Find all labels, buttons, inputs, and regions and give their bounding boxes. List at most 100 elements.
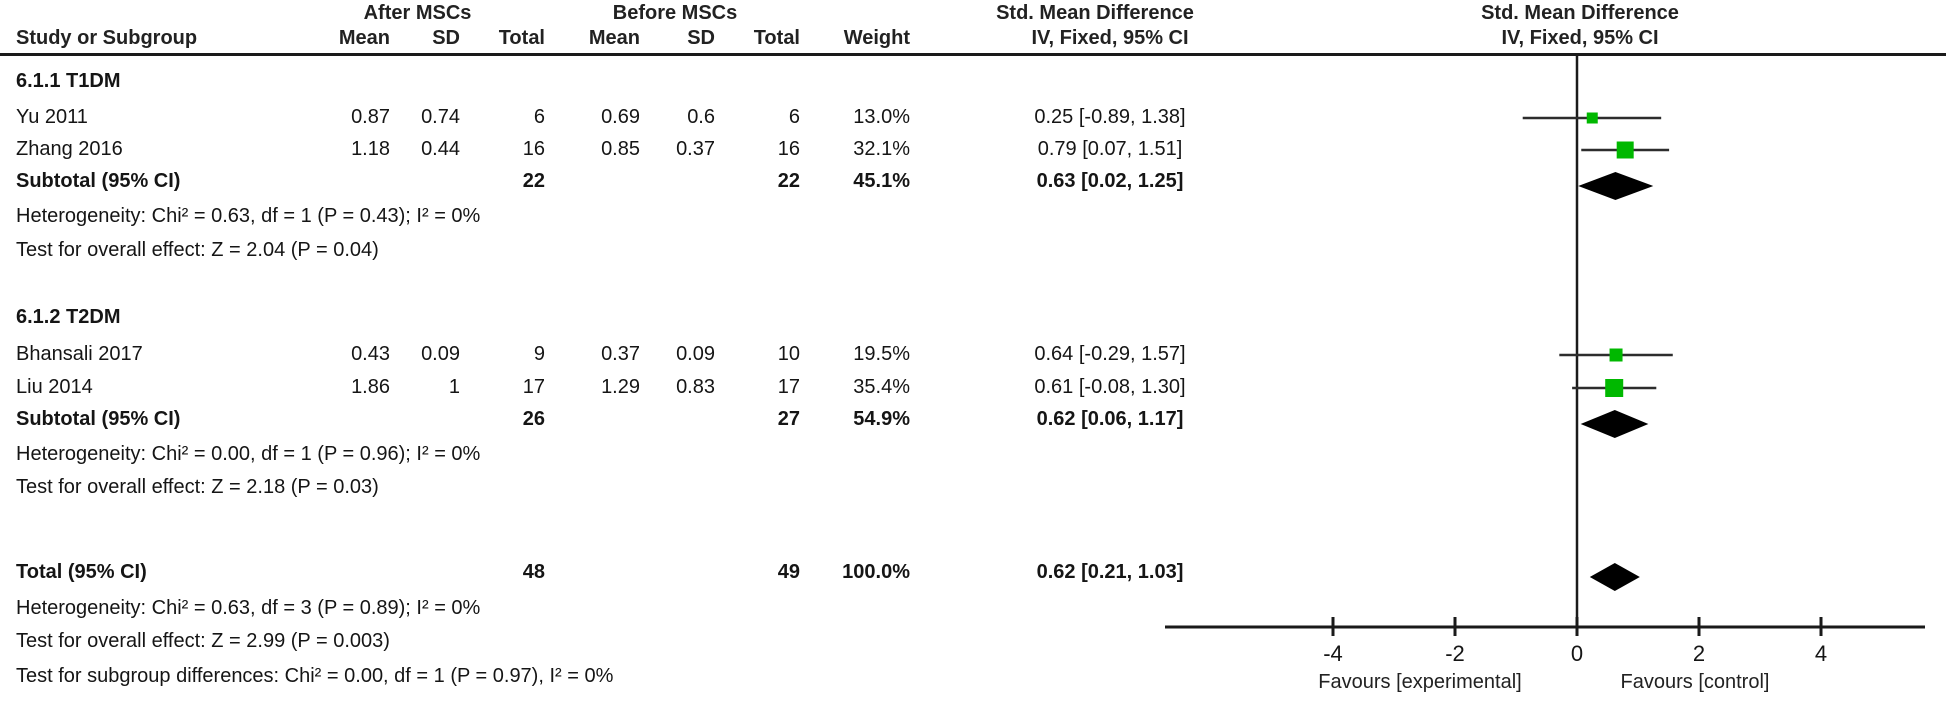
before-total-sum: 49 xyxy=(777,561,800,583)
subgroup-header-t1dm: 6.1.1 T1DM xyxy=(0,68,1946,94)
total-heterogeneity-note: Heterogeneity: Chi² = 0.63, df = 3 (P = … xyxy=(0,595,1946,621)
column-header-total2: Total xyxy=(753,27,800,49)
column-header-sd2: SD xyxy=(687,27,715,49)
study-row: Zhang 2016 1.18 0.44 16 0.85 0.37 16 32.1% 0.79 … xyxy=(0,136,1946,162)
subtotal-diamond xyxy=(1580,410,1649,438)
study-name: Zhang 2016 xyxy=(16,138,123,160)
after-total: 9 xyxy=(533,343,545,365)
before-mean: 0.69 xyxy=(601,106,640,128)
ci-value: 0.79 [0.07, 1.51] xyxy=(1037,138,1183,160)
column-header-ci-text: IV, Fixed, 95% CI xyxy=(1031,27,1189,49)
weight-value: 32.1% xyxy=(853,138,910,160)
column-group-after-mscs: After MSCs xyxy=(363,2,472,24)
before-sd: 0.6 xyxy=(687,106,715,128)
study-row: Bhansali 2017 0.43 0.09 9 0.37 0.09 10 19.5% 0.6… xyxy=(0,341,1946,367)
subgroup-differences-note: Test for subgroup differences: Chi² = 0.… xyxy=(0,663,1946,689)
header-rule xyxy=(0,53,1946,56)
total-row: Total (95% CI) 48 49 100.0% 0.62 [0.21, 1.03… xyxy=(0,559,1946,585)
weight-value: 35.4% xyxy=(853,376,910,398)
after-total: 16 xyxy=(522,138,545,160)
subtotal-diamond xyxy=(1578,172,1654,200)
column-group-smd-text: Std. Mean Difference xyxy=(996,2,1194,24)
effect-square xyxy=(1609,348,1623,362)
before-total: 17 xyxy=(777,376,800,398)
after-total-sum: 48 xyxy=(522,561,545,583)
heterogeneity-note: Heterogeneity: Chi² = 0.63, df = 1 (P = … xyxy=(0,203,1946,229)
axis-tick-label: 0 xyxy=(1570,641,1584,666)
column-header-mean2: Mean xyxy=(588,27,640,49)
weight-value: 19.5% xyxy=(853,343,910,365)
subgroup-header-t2dm-label: 6.1.2 T2DM xyxy=(16,306,121,328)
study-name: Yu 2011 xyxy=(16,106,88,128)
pooled-ci-value: 0.62 [0.21, 1.03] xyxy=(1036,561,1184,583)
subtotal-row: Subtotal (95% CI) 26 27 54.9% 0.62 [0.06, 1.… xyxy=(0,406,1946,432)
subtotal-row: Subtotal (95% CI) 22 22 45.1% 0.63 [0.02, 1.… xyxy=(0,168,1946,194)
overall-effect-note-text: Test for overall effect: Z = 2.04 (P = 0… xyxy=(16,239,379,261)
study-row: Yu 2011 0.87 0.74 6 0.69 0.6 6 13.0% 0.25 [-0.89… xyxy=(0,104,1946,130)
overall-effect-note: Test for overall effect: Z = 2.04 (P = 0… xyxy=(0,237,1946,263)
before-sd: 0.83 xyxy=(676,376,715,398)
before-mean: 0.85 xyxy=(601,138,640,160)
after-mean: 0.87 xyxy=(351,106,390,128)
after-total-sum: 26 xyxy=(522,408,545,430)
total-row-label: Total (95% CI) xyxy=(16,561,147,583)
column-header-mean1: Mean xyxy=(338,27,390,49)
total-overall-effect-note-text: Test for overall effect: Z = 2.99 (P = 0… xyxy=(16,630,390,652)
study-name: Bhansali 2017 xyxy=(16,343,143,365)
before-sd: 0.37 xyxy=(676,138,715,160)
favours-control-label: Favours [control] xyxy=(1620,671,1770,693)
weight-sum: 100.0% xyxy=(842,561,910,583)
column-header-weight: Weight xyxy=(843,27,910,49)
before-mean: 0.37 xyxy=(601,343,640,365)
column-header-sd1: SD xyxy=(432,27,460,49)
before-mean: 1.29 xyxy=(601,376,640,398)
heterogeneity-note-text: Heterogeneity: Chi² = 0.00, df = 1 (P = … xyxy=(16,443,481,465)
after-sd: 0.44 xyxy=(421,138,460,160)
subtotal-row-label: Subtotal (95% CI) xyxy=(16,408,181,430)
pooled-ci-value: 0.62 [0.06, 1.17] xyxy=(1036,408,1184,430)
after-total-sum: 22 xyxy=(522,170,545,192)
after-mean: 1.86 xyxy=(351,376,390,398)
after-mean: 1.18 xyxy=(351,138,390,160)
total-heterogeneity-note-text: Heterogeneity: Chi² = 0.63, df = 3 (P = … xyxy=(16,597,481,619)
after-total: 6 xyxy=(533,106,545,128)
before-total-sum: 22 xyxy=(777,170,800,192)
ci-value: 0.25 [-0.89, 1.38] xyxy=(1034,106,1186,128)
heterogeneity-note: Heterogeneity: Chi² = 0.00, df = 1 (P = … xyxy=(0,441,1946,467)
column-header-ci-plot: IV, Fixed, 95% CI xyxy=(1501,27,1659,49)
column-header-total1: Total xyxy=(498,27,545,49)
after-total: 17 xyxy=(522,376,545,398)
before-sd: 0.09 xyxy=(676,343,715,365)
favours-experimental-label: Favours [experimental] xyxy=(1318,671,1522,693)
subgroup-differences-note-text: Test for subgroup differences: Chi² = 0.… xyxy=(16,665,614,687)
study-row: Liu 2014 1.86 1 17 1.29 0.83 17 35.4% 0.61 [-0.0… xyxy=(0,374,1946,400)
before-total-sum: 27 xyxy=(777,408,800,430)
column-group-smd-plot: Std. Mean Difference xyxy=(1481,2,1679,24)
after-mean: 0.43 xyxy=(351,343,390,365)
effect-square xyxy=(1605,379,1624,397)
weight-sum: 45.1% xyxy=(853,170,910,192)
axis-tick-label: -4 xyxy=(1323,641,1343,666)
column-group-before-mscs: Before MSCs xyxy=(612,2,738,24)
subgroup-header-t1dm-label: 6.1.1 T1DM xyxy=(16,70,121,92)
before-total: 6 xyxy=(788,106,800,128)
ci-value: 0.61 [-0.08, 1.30] xyxy=(1034,376,1186,398)
subtotal-row-label: Subtotal (95% CI) xyxy=(16,170,181,192)
overall-effect-note-text: Test for overall effect: Z = 2.18 (P = 0… xyxy=(16,476,379,498)
axis-tick-label: 2 xyxy=(1692,641,1706,666)
subgroup-header-t2dm: 6.1.2 T2DM xyxy=(0,304,1946,330)
after-sd: 1 xyxy=(448,376,460,398)
effect-square xyxy=(1586,112,1598,124)
after-sd: 0.09 xyxy=(421,343,460,365)
weight-value: 13.0% xyxy=(853,106,910,128)
axis-tick-label: -2 xyxy=(1445,641,1465,666)
weight-sum: 54.9% xyxy=(853,408,910,430)
column-header-study: Study or Subgroup xyxy=(16,27,198,49)
total-overall-effect-note: Test for overall effect: Z = 2.99 (P = 0… xyxy=(0,628,1946,654)
after-sd: 0.74 xyxy=(421,106,460,128)
effect-square xyxy=(1616,141,1634,159)
overall-effect-note: Test for overall effect: Z = 2.18 (P = 0… xyxy=(0,474,1946,500)
study-name: Liu 2014 xyxy=(16,376,93,398)
